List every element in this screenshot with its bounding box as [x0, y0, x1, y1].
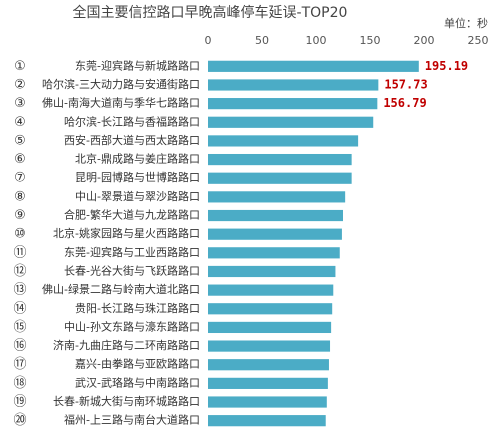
- bar: [208, 340, 331, 352]
- rank-label: ⑫: [13, 264, 26, 279]
- rank-label: ⑨: [14, 208, 26, 223]
- rank-label: ④: [14, 115, 26, 130]
- bar: [208, 284, 334, 296]
- y-tick-label: 哈尔滨-三大动力路与安通街路口: [42, 77, 200, 91]
- value-label: 156.79: [383, 96, 426, 110]
- bar: [208, 377, 328, 389]
- y-tick-label: 中山-孙文东路与濠东路路口: [64, 319, 200, 333]
- rank-label: ⑲: [13, 395, 26, 410]
- bar: [208, 396, 327, 408]
- x-tick-label: 50: [255, 34, 269, 47]
- y-tick-label: 哈尔滨-长江路与香福路路口: [64, 114, 200, 128]
- y-tick-label: 武汉-武珞路与中南路路口: [75, 376, 200, 389]
- rank-label: ②: [14, 77, 26, 92]
- rank-label: ⑧: [14, 189, 26, 204]
- x-tick-label: 0: [205, 34, 212, 47]
- rank-label: ⑩: [14, 227, 26, 242]
- rank-label: ③: [14, 96, 26, 111]
- rank-label: ⑮: [13, 320, 26, 335]
- bar: [208, 303, 333, 315]
- rank-label: ⑯: [13, 339, 26, 354]
- bar: [208, 79, 379, 91]
- y-tick-label: 佛山-南海大道南与季华七路路口: [42, 96, 200, 110]
- bar: [208, 116, 374, 128]
- rank-label: ⑬: [13, 283, 26, 298]
- rank-label: ⑱: [13, 376, 26, 391]
- x-tick-label: 250: [468, 34, 489, 47]
- y-tick-label: 福州-上三路与南台大道路口: [64, 413, 200, 427]
- y-tick-label: 嘉兴-由拳路与亚欧路路口: [75, 357, 200, 371]
- bar: [208, 98, 378, 110]
- rank-label: ⑤: [14, 133, 26, 148]
- bar: [208, 321, 332, 334]
- bar: [208, 172, 352, 184]
- bar: [208, 359, 329, 371]
- y-tick-label: 东莞-迎宾路与新城路路口: [75, 58, 200, 72]
- bar: [208, 228, 342, 240]
- y-tick-label: 长春-光谷大街与飞跃路路口: [64, 263, 200, 277]
- y-tick-label: 合肥-繁华大道与九龙路路口: [64, 208, 200, 222]
- x-tick-label: 100: [306, 34, 327, 47]
- rank-label: ⑦: [14, 171, 26, 186]
- bar: [208, 247, 340, 259]
- y-tick-label: 长春-新城大街与南环城路路口: [53, 394, 200, 408]
- rank-label: ⑭: [13, 301, 26, 316]
- bar: [208, 135, 359, 147]
- bar: [208, 191, 346, 203]
- x-tick-label: 150: [360, 34, 381, 47]
- bar: [208, 60, 419, 72]
- rank-label: ⑪: [13, 245, 26, 260]
- rank-label: ⑥: [14, 152, 26, 167]
- y-tick-label: 贵阳-长江路与珠江路路口: [75, 301, 200, 315]
- y-tick-label: 东莞-迎宾路与工业西路路口: [64, 245, 200, 259]
- bar: [208, 265, 336, 278]
- y-tick-label: 济南-九曲庄路与二环南路路口: [53, 338, 200, 352]
- rank-label: ⑰: [13, 357, 26, 372]
- y-tick-label: 北京-姚家园路与星火西路路口: [53, 226, 200, 240]
- chart-title: 全国主要信控路口早晚高峰停车延误-TOP20: [73, 4, 348, 21]
- y-tick-label: 佛山-绿景二路与岭南大道北路口: [42, 282, 200, 296]
- bar: [208, 415, 326, 427]
- value-label: 195.19: [425, 59, 468, 73]
- rank-label: ⑳: [13, 413, 26, 428]
- y-tick-label: 昆明-园博路与世博路路口: [75, 171, 200, 184]
- y-tick-label: 北京-鼎成路与姜庄路路口: [75, 152, 200, 166]
- value-label: 157.73: [384, 77, 427, 91]
- rank-label: ①: [14, 59, 26, 74]
- y-tick-label: 中山-翠景道与翠沙路路口: [75, 189, 200, 203]
- bar: [208, 153, 352, 166]
- bar: [208, 209, 343, 222]
- unit-label: 单位：秒: [444, 16, 488, 30]
- x-tick-label: 200: [414, 34, 435, 47]
- y-tick-label: 西安-西部大道与西太路路口: [64, 133, 200, 147]
